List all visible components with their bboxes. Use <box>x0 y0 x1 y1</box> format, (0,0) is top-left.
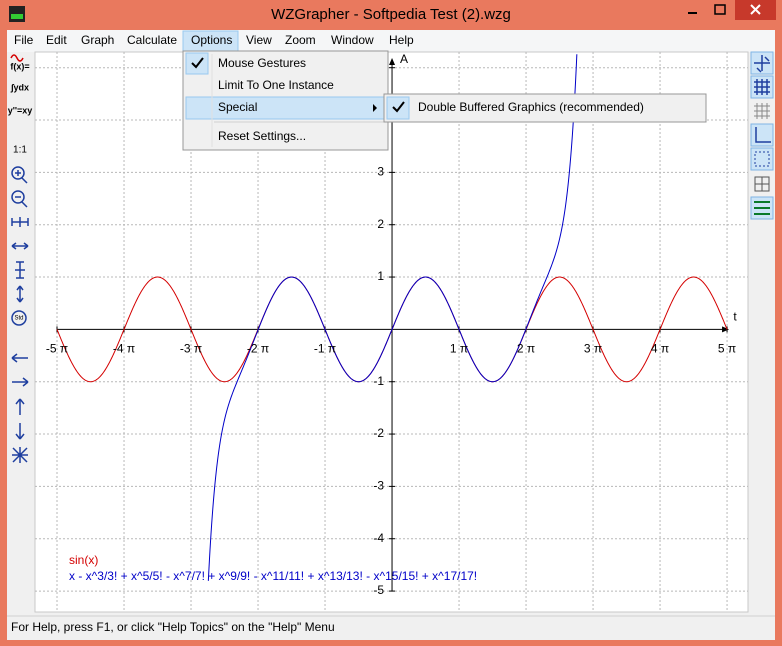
zoom-y-out-icon[interactable] <box>16 285 24 303</box>
y-axis-arrow <box>389 58 396 65</box>
legend-entry: x - x^3/3! + x^5/5! - x^7/7! + x^9/9! - … <box>69 569 477 583</box>
zoom-out-glyph <box>15 196 28 208</box>
x-tick-label: 1 π <box>450 342 468 356</box>
y-tick-label: -2 <box>373 426 384 440</box>
menu[interactable]: Graph <box>81 33 114 47</box>
border-icon <box>754 151 770 167</box>
menu[interactable]: Help <box>389 33 414 47</box>
tool-icon <box>10 54 24 62</box>
x-tick-label: -4 π <box>113 342 135 356</box>
x-tick-label: 4 π <box>651 342 669 356</box>
tool-label: Std <box>14 316 23 322</box>
legend-icon <box>754 201 770 215</box>
menu-panel <box>383 93 707 123</box>
y-tick-label: -5 <box>373 583 384 597</box>
zoom-x-out-icon[interactable] <box>11 242 29 250</box>
maximize-glyph <box>714 4 726 15</box>
options-menu: Mouse Gestures Limit To One Instance Spe… <box>182 50 389 151</box>
frame-icon <box>755 127 771 143</box>
menu[interactable]: Calculate <box>127 33 177 47</box>
menu-item[interactable]: Limit To One Instance <box>218 78 334 92</box>
status-text: For Help, press F1, or click "Help Topic… <box>11 620 335 634</box>
chart <box>35 52 748 612</box>
axes-icon <box>754 55 770 73</box>
check-mark <box>392 101 405 113</box>
tool-label[interactable]: y''=xy <box>8 105 33 115</box>
menu-item[interactable]: Mouse Gestures <box>218 56 306 70</box>
box-icon-detail <box>755 177 769 191</box>
x-axis-label: t <box>733 310 737 324</box>
zoom-y-in-icon[interactable] <box>15 261 25 279</box>
x-axis-arrow <box>722 326 730 333</box>
y-tick-label: -3 <box>373 479 384 493</box>
std-zoom-icon[interactable] <box>11 310 27 326</box>
grid-icon <box>754 79 770 95</box>
window-title: WZGrapher - Softpedia Test (2).wzg <box>271 6 511 23</box>
zoom-in-icon[interactable] <box>11 166 25 180</box>
menu[interactable]: Zoom <box>285 33 316 47</box>
x-tick-label: -2 π <box>247 342 269 356</box>
x-tick-label: -1 π <box>314 342 336 356</box>
pan-up-icon[interactable] <box>15 398 25 415</box>
x-tick-label: 3 π <box>584 342 602 356</box>
menu[interactable]: View <box>246 33 272 47</box>
submenu-arrow <box>373 104 377 112</box>
y-tick-label: 1 <box>377 269 384 283</box>
special-submenu: Double Buffered Graphics (recommended) <box>383 93 707 123</box>
menu[interactable]: Window <box>331 33 374 47</box>
x-tick-label: -3 π <box>180 342 202 356</box>
y-tick-label: 3 <box>377 165 384 179</box>
left-toolbar: f(x)= ∫ydx y''=xy 1:1 Std <box>8 54 33 463</box>
center-icon[interactable] <box>12 447 28 463</box>
menu[interactable]: Options <box>191 33 232 47</box>
status-bar <box>7 617 775 640</box>
y-tick-label: -1 <box>373 374 384 388</box>
menu[interactable]: Edit <box>46 33 67 47</box>
pan-left-icon[interactable] <box>11 353 28 363</box>
menu-item[interactable]: Special <box>218 100 257 114</box>
check-mark <box>191 57 204 69</box>
y-tick-label: 2 <box>377 217 384 231</box>
menu-item[interactable]: Double Buffered Graphics (recommended) <box>418 100 644 114</box>
zoom-x-in-icon[interactable] <box>11 217 29 227</box>
check-box <box>185 52 209 75</box>
legend-entry: sin(x) <box>69 553 98 567</box>
menu-items: File Edit Graph Calculate Options View Zoom Win… <box>14 33 414 47</box>
menu[interactable]: File <box>14 33 34 47</box>
close-glyph <box>750 4 761 15</box>
x-tick-label: -5 π <box>46 342 68 356</box>
fine-grid-icon[interactable] <box>754 103 770 119</box>
pan-down-icon[interactable] <box>15 423 25 440</box>
x-tick-label: 2 π <box>517 342 535 356</box>
y-axis-label: A <box>400 52 408 66</box>
tool-label[interactable]: f(x)= <box>10 61 29 71</box>
menu-item-highlight <box>185 96 386 120</box>
pan-right-icon[interactable] <box>12 377 29 387</box>
x-tick-label: 5 π <box>718 342 736 356</box>
function-curve <box>207 54 578 581</box>
tool-label[interactable]: ∫ydx <box>10 82 29 92</box>
menu-item[interactable]: Reset Settings... <box>218 129 306 143</box>
check-box <box>386 96 410 120</box>
tool-label[interactable]: 1:1 <box>13 145 27 156</box>
zoom-in-glyph <box>15 170 28 184</box>
y-tick-label: -4 <box>373 531 384 545</box>
chart-labels: -5 π -4 π -3 π -2 π -1 π 1 π 2 π 3 π 4 π 5 π -5 -4 -… <box>46 52 738 597</box>
zoom-out-icon[interactable] <box>11 190 25 204</box>
app-icon-detail <box>11 14 23 19</box>
tool-button[interactable] <box>750 147 774 171</box>
right-toolbar <box>750 51 774 220</box>
